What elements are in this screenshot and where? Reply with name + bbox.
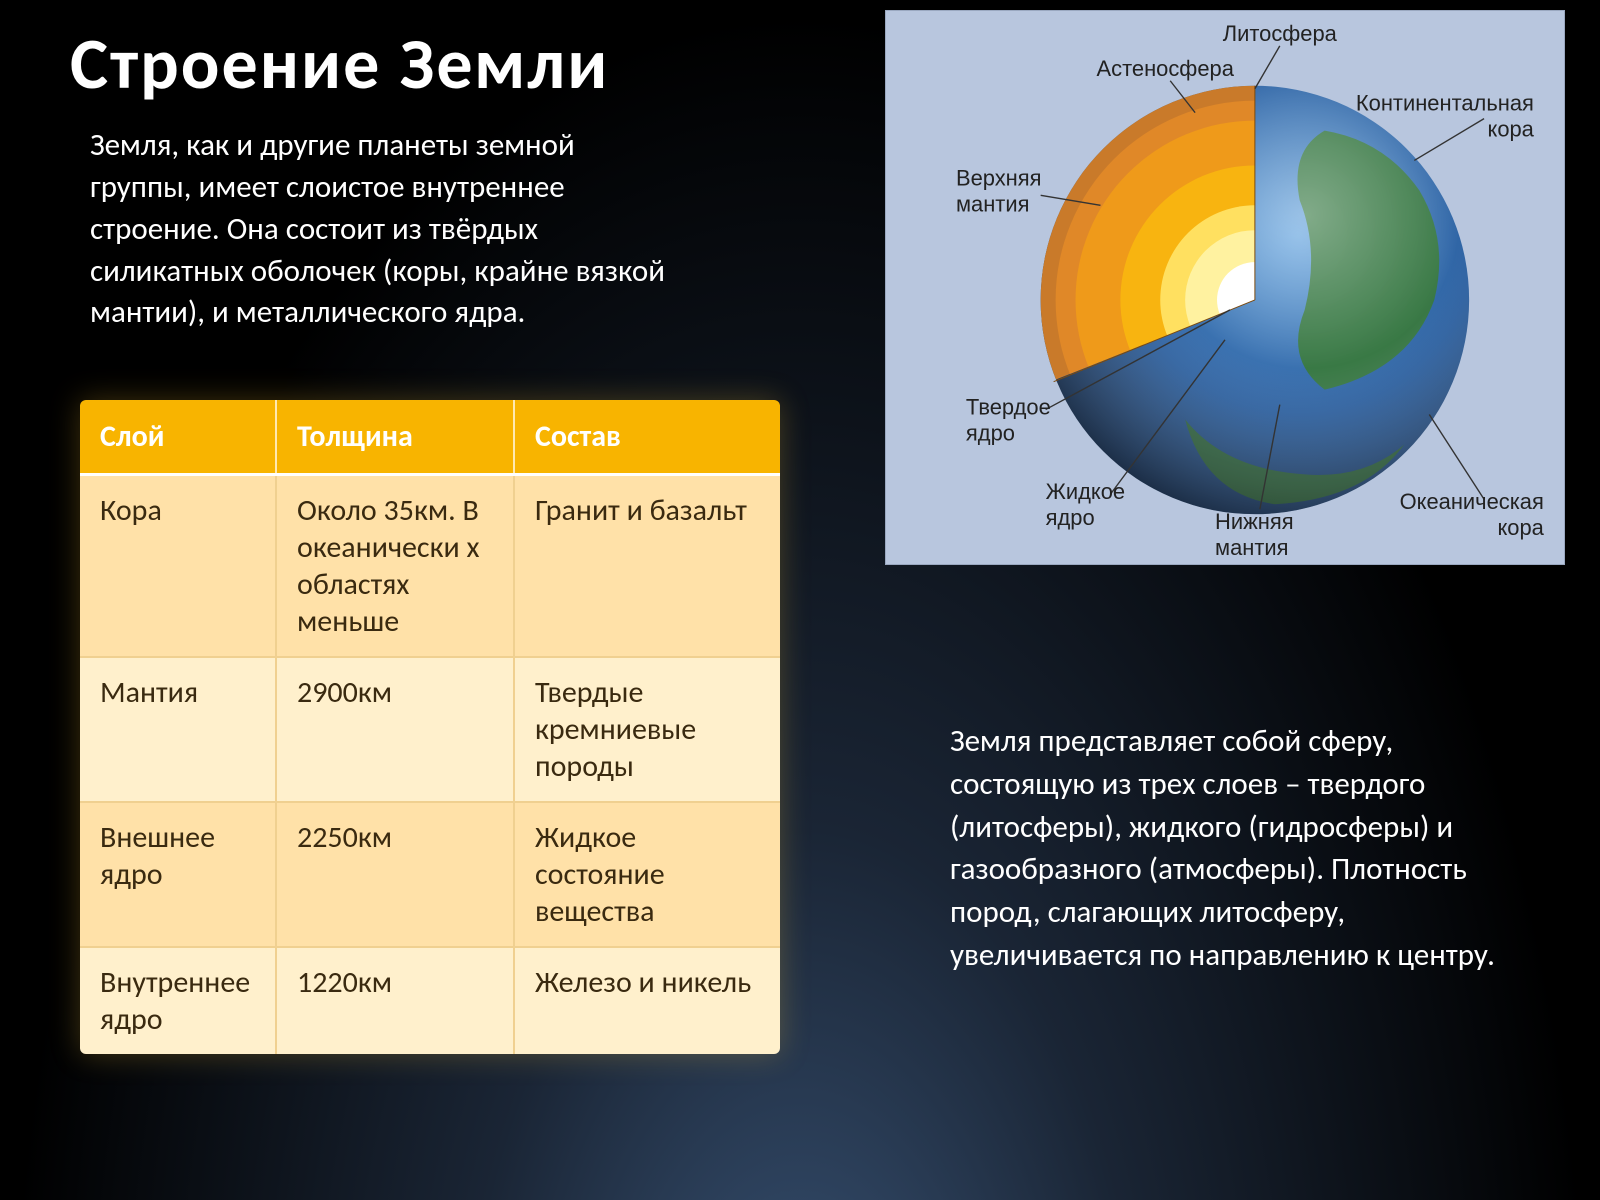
label-lithosphere: Литосфера (1223, 21, 1338, 46)
label-cont-crust-2: кора (1487, 117, 1534, 142)
cell-composition: Железо и никель (514, 947, 780, 1054)
cell-thickness: 2900км (276, 657, 514, 802)
label-liquid-core-2: ядро (1046, 505, 1095, 530)
cell-thickness: 2250км (276, 802, 514, 947)
table-header-layer: Слой (80, 400, 276, 475)
table-row: Кора Около 35км. В океанически х областя… (80, 475, 780, 658)
cell-layer: Внутреннее ядро (80, 947, 276, 1054)
label-upper-mantle-2: мантия (956, 191, 1029, 216)
cell-composition: Гранит и базальт (514, 475, 780, 658)
label-liquid-core-1: Жидкое (1046, 479, 1125, 504)
page-title: Строение Земли (70, 20, 609, 108)
table-header-thickness: Толщина (276, 400, 514, 475)
table-row: Внешнее ядро 2250км Жидкое состояние вещ… (80, 802, 780, 947)
cell-composition: Жидкое состояние вещества (514, 802, 780, 947)
cell-composition: Твердые кремниевые породы (514, 657, 780, 802)
cell-thickness: Около 35км. В океанически х областях мен… (276, 475, 514, 658)
table-row: Мантия 2900км Твердые кремниевые породы (80, 657, 780, 802)
second-paragraph: Земля представляет собой сферу, состоящу… (950, 720, 1540, 977)
earth-cutaway-diagram: Литосфера Астеносфера Континентальная ко… (885, 10, 1565, 565)
label-solid-core-2: ядро (966, 420, 1015, 445)
earth-diagram-svg: Литосфера Астеносфера Континентальная ко… (886, 11, 1564, 564)
cell-layer: Кора (80, 475, 276, 658)
label-upper-mantle-1: Верхняя (956, 165, 1042, 190)
label-lower-mantle-1: Нижняя (1215, 509, 1294, 534)
label-solid-core-1: Твердое (966, 395, 1051, 420)
table-header-composition: Состав (514, 400, 780, 475)
table-header-row: Слой Толщина Состав (80, 400, 780, 475)
label-ocean-crust-2: кора (1497, 515, 1544, 540)
layers-table: Слой Толщина Состав Кора Около 35км. В о… (80, 400, 780, 1054)
cell-layer: Мантия (80, 657, 276, 802)
label-lower-mantle-2: мантия (1215, 535, 1288, 560)
table-row: Внутреннее ядро 1220км Железо и никель (80, 947, 780, 1054)
intro-paragraph: Земля, как и другие планеты земной групп… (90, 125, 680, 334)
label-ocean-crust-1: Океаническая (1400, 489, 1544, 514)
label-asthenosphere: Астеносфера (1097, 56, 1235, 81)
cell-thickness: 1220км (276, 947, 514, 1054)
label-cont-crust-1: Континентальная (1356, 91, 1534, 116)
cell-layer: Внешнее ядро (80, 802, 276, 947)
